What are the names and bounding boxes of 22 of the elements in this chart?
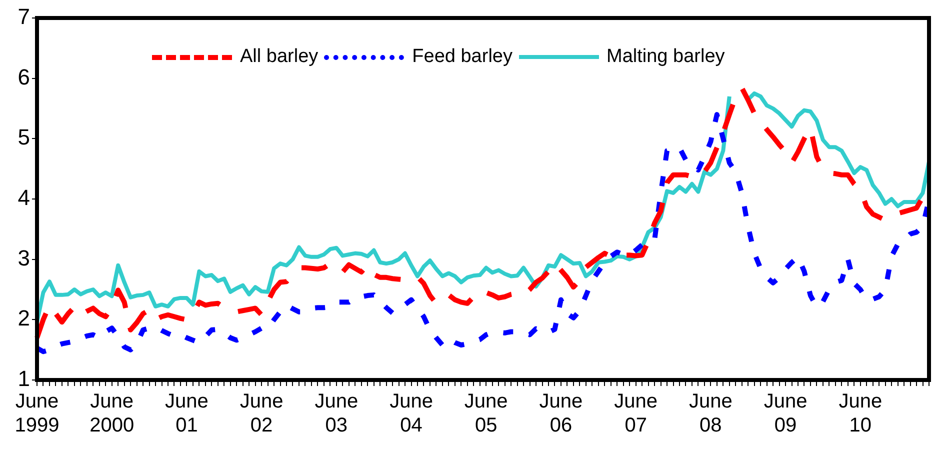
y-tick-label: 3	[18, 245, 30, 270]
y-tick-label: 6	[18, 64, 30, 90]
x-tick-label: June 03	[314, 390, 358, 437]
legend-label: All barley	[240, 46, 318, 68]
x-tick-label: June 05	[464, 390, 508, 437]
x-tick-label: June 06	[539, 390, 583, 437]
x-tick-label: June 01	[165, 390, 208, 437]
x-tick-label: June 2000	[90, 390, 134, 437]
y-tick-label: 5	[18, 124, 30, 150]
x-tick-label: June 04	[390, 390, 433, 437]
x-tick-label: June 1999	[14, 390, 60, 437]
legend-label: Malting barley	[606, 46, 725, 68]
x-tick-label: June 09	[764, 390, 808, 437]
x-tick-label: June 02	[240, 390, 284, 437]
y-tick-label: 1	[18, 366, 30, 392]
y-tick-label: 4	[18, 185, 30, 210]
y-tick-label: 2	[18, 306, 30, 331]
x-tick-label: June 10	[838, 390, 882, 437]
x-tick-label: June 08	[688, 390, 732, 437]
x-tick-label: June 07	[614, 390, 658, 437]
y-tick-label: 7	[18, 4, 30, 30]
legend-label: Feed barley	[412, 46, 512, 68]
